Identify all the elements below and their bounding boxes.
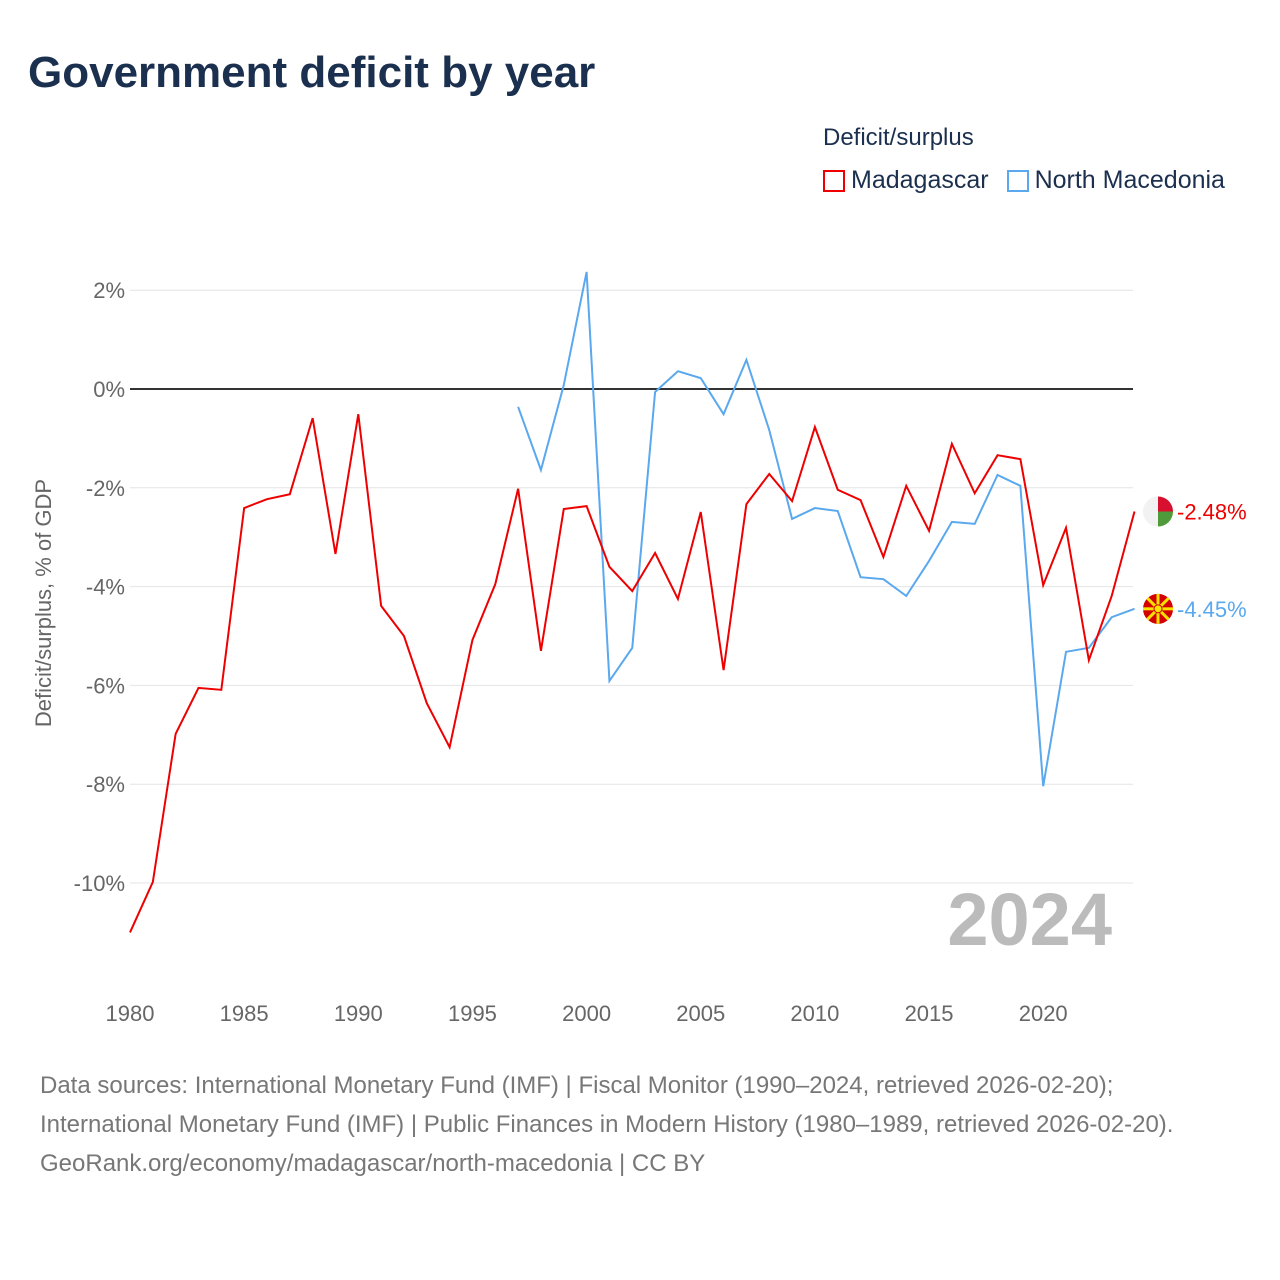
legend-swatch <box>823 169 845 192</box>
legend-item-north-macedonia[interactable]: North Macedonia <box>1006 166 1225 195</box>
end-value-label: -4.45% <box>1177 597 1247 622</box>
y-tick-label: 2% <box>93 278 125 303</box>
y-tick-label: -4% <box>86 575 125 600</box>
y-tick-label: -2% <box>86 476 125 501</box>
flag-part <box>1158 511 1174 527</box>
legend-swatch <box>1006 169 1029 192</box>
chart-title: Government deficit by year <box>28 48 596 97</box>
legend-label: Madagascar <box>851 166 989 194</box>
x-tick-label: 2020 <box>1019 1001 1068 1026</box>
x-tick-label: 1980 <box>106 1001 155 1026</box>
year-label: 2024 <box>947 878 1112 961</box>
x-tick-label: 1995 <box>448 1001 497 1026</box>
x-tick-label: 1990 <box>334 1001 383 1026</box>
x-tick-label: 2015 <box>905 1001 954 1026</box>
y-tick-label: -10% <box>74 871 125 896</box>
x-tick-label: 2010 <box>790 1001 839 1026</box>
legend-title: Deficit/surplus <box>823 124 974 151</box>
end-value-label: -2.48% <box>1177 500 1247 525</box>
series-line-madagascar <box>129 414 1136 933</box>
legend: Madagascar North Macedonia <box>823 166 1225 195</box>
flag-part <box>1158 496 1173 512</box>
line-chart: 2% 0% -2% -4% -6% -8% -10% 1980 1985 1990 1995 2000… <box>31 271 1247 1026</box>
flag-part <box>1143 496 1158 527</box>
y-tick-label: -8% <box>86 772 125 797</box>
data-sources: Data sources: International Monetary Fun… <box>40 1072 1174 1138</box>
legend-label: North Macedonia <box>1034 166 1225 194</box>
x-tick-label: 2005 <box>676 1001 725 1026</box>
x-tick-label: 1985 <box>220 1001 269 1026</box>
y-tick-label: 0% <box>93 377 125 402</box>
flag-sun <box>1153 604 1163 614</box>
series-line-north-macedonia <box>517 271 1135 787</box>
y-tick-label: -6% <box>86 673 125 698</box>
y-axis-label: Deficit/surplus, % of GDP <box>31 479 56 727</box>
credit-link[interactable]: GeoRank.org/economy/madagascar/north-mac… <box>40 1150 706 1177</box>
footer: Data sources: International Monetary Fun… <box>40 1066 1240 1183</box>
x-tick-label: 2000 <box>562 1001 611 1026</box>
legend-item-madagascar[interactable]: Madagascar <box>823 166 989 195</box>
